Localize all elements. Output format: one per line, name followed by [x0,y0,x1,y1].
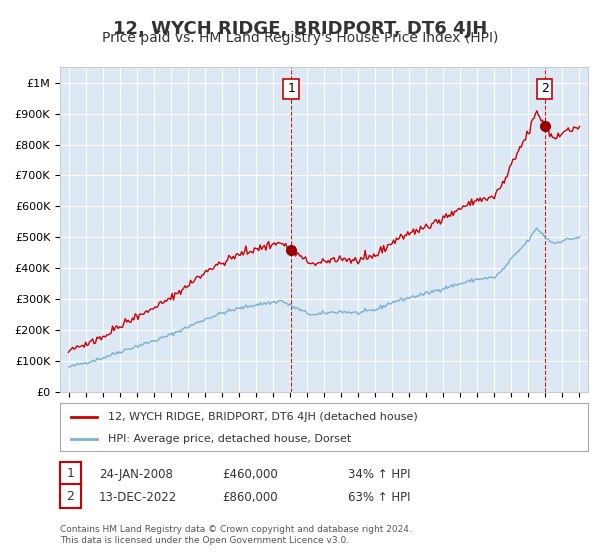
Text: 34% ↑ HPI: 34% ↑ HPI [348,468,410,482]
Text: 24-JAN-2008: 24-JAN-2008 [99,468,173,482]
Text: 63% ↑ HPI: 63% ↑ HPI [348,491,410,504]
Text: 2: 2 [67,489,74,503]
Text: 1: 1 [67,467,74,480]
Text: £860,000: £860,000 [222,491,278,504]
Text: 1: 1 [287,82,295,95]
Text: 12, WYCH RIDGE, BRIDPORT, DT6 4JH: 12, WYCH RIDGE, BRIDPORT, DT6 4JH [113,20,487,38]
Text: Price paid vs. HM Land Registry's House Price Index (HPI): Price paid vs. HM Land Registry's House … [102,31,498,45]
Text: 2: 2 [541,82,548,95]
Text: 13-DEC-2022: 13-DEC-2022 [99,491,177,504]
Text: HPI: Average price, detached house, Dorset: HPI: Average price, detached house, Dors… [107,434,351,444]
Text: Contains HM Land Registry data © Crown copyright and database right 2024.
This d: Contains HM Land Registry data © Crown c… [60,525,412,545]
Text: £460,000: £460,000 [222,468,278,482]
Text: 12, WYCH RIDGE, BRIDPORT, DT6 4JH (detached house): 12, WYCH RIDGE, BRIDPORT, DT6 4JH (detac… [107,412,417,422]
